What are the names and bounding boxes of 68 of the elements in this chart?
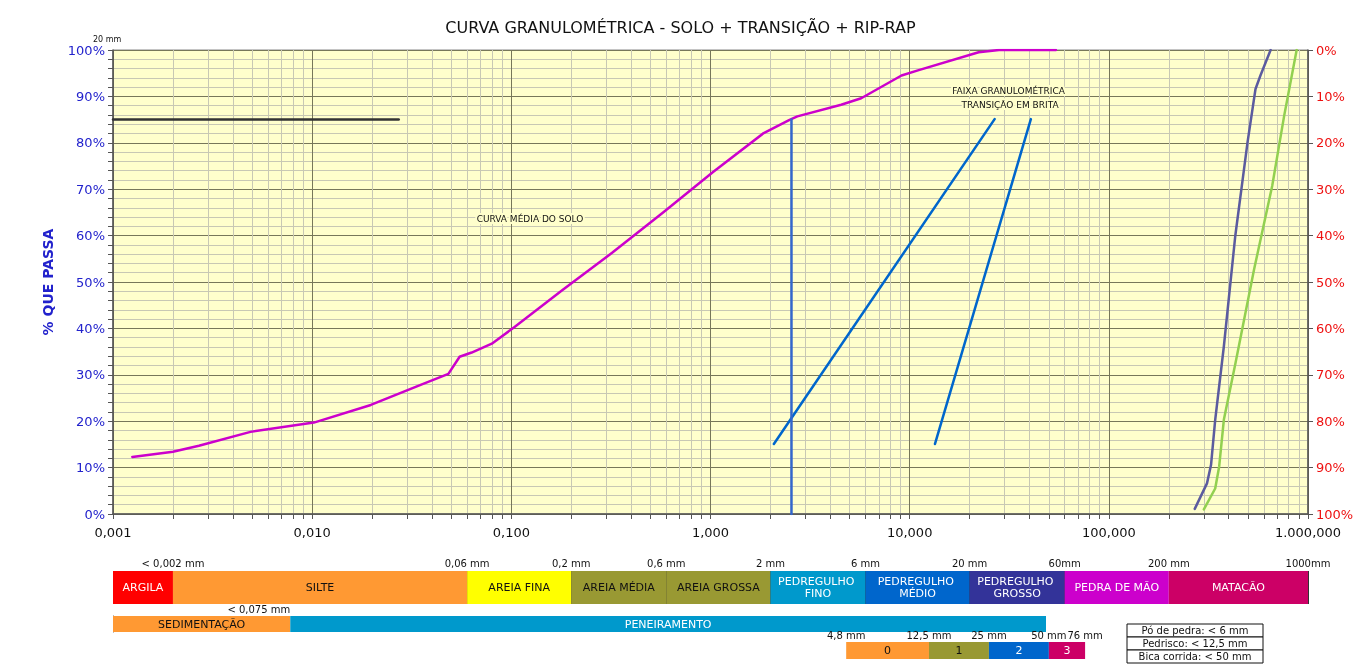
series-label: 3: [1063, 644, 1071, 657]
x-tick-label: 6 mm: [850, 557, 880, 569]
y2-tick-label: 30%: [1316, 181, 1345, 197]
y2-tick-label: 50%: [1316, 274, 1345, 290]
x-tick-label: < 0,002 mm: [141, 557, 205, 569]
x-tick-label: 20 mm: [951, 557, 988, 569]
x-tick-label: 100,000: [1081, 525, 1136, 540]
series-label: 2: [1015, 644, 1023, 657]
series-label: AREIA GROSSA: [676, 581, 761, 594]
series-label: SILTE: [305, 581, 335, 594]
y-tick-label: 0%: [84, 506, 105, 522]
series-label: PEDRA DE MÃO: [1074, 581, 1160, 594]
annotation: Pedrisco: < 12,5 mm: [1142, 638, 1248, 649]
series-label: PEDREGULHO GROSSO: [977, 575, 1058, 600]
series-label: AREIA FINA: [488, 581, 551, 594]
x-tick-label: 1.000,000: [1274, 525, 1342, 540]
x-tick-label: 4,8 mm: [826, 629, 866, 641]
x-tick-label: 1000mm: [1285, 557, 1331, 569]
annotation: Pó de pedra: < 6 mm: [1141, 625, 1249, 636]
series-label: ARGILA: [122, 581, 164, 594]
x-tick-label: 12,5 mm: [906, 629, 952, 641]
y-axis-title: % QUE PASSA: [40, 228, 56, 336]
series-label: PENEIRAMENTO: [624, 617, 712, 631]
series-label: PEDREGULHO MÉDIO: [877, 575, 958, 600]
series-label: SEDIMENTAÇÃO: [158, 617, 246, 631]
series-label: 1: [955, 644, 963, 657]
series-label: 0: [884, 644, 892, 657]
y2-tick-label: 80%: [1316, 413, 1345, 429]
y-tick-label: 60%: [76, 228, 105, 244]
y2-tick-label: 60%: [1316, 320, 1345, 336]
x-tick-label: 0,2 mm: [552, 557, 591, 569]
x-tick-label: 0,001: [94, 525, 132, 540]
y-tick-label: 70%: [76, 181, 105, 197]
x-tick-label: 1,000: [691, 525, 730, 540]
chart-subtitle: 20 mm: [93, 34, 122, 44]
y-tick-label: 40%: [76, 320, 105, 336]
y2-tick-label: 100%: [1316, 506, 1354, 522]
x-tick-label: 25 mm: [971, 629, 1007, 641]
y2-tick-label: 40%: [1316, 228, 1345, 244]
x-tick-label: 0,6 mm: [647, 557, 686, 569]
x-tick-label: 50 mm: [1031, 629, 1067, 641]
series-label: PEDREGULHO FINO: [778, 575, 858, 600]
x-tick-label: 200 mm: [1147, 557, 1190, 569]
y2-tick-label: 70%: [1316, 367, 1345, 383]
x-tick-label: 0,100: [492, 525, 530, 540]
x-tick-label: 0,06 mm: [444, 557, 490, 569]
y2-tick-label: 20%: [1316, 135, 1345, 151]
annotation: < 0,075 mm: [227, 603, 291, 615]
series-label: MATACÃO: [1211, 581, 1266, 594]
x-tick-label: 2 mm: [755, 557, 785, 569]
y-tick-label: 100%: [67, 42, 105, 58]
annotation: FAIXA GRANULOMÉTRICA TRANSIÇÃO EM BRITA: [952, 85, 1068, 110]
y-tick-label: 10%: [76, 460, 105, 476]
x-tick-label: 0,010: [293, 525, 331, 540]
y2-tick-label: 0%: [1316, 42, 1337, 58]
annotation: Bica corrida: < 50 mm: [1138, 651, 1252, 662]
y2-tick-label: 10%: [1316, 88, 1345, 104]
series-label: AREIA MÉDIA: [582, 581, 656, 594]
y-tick-label: 20%: [76, 413, 105, 429]
chart-title: CURVA GRANULOMÉTRICA - SOLO + TRANSIÇÃO + RIP-RAP: [445, 17, 917, 37]
y2-tick-label: 90%: [1316, 460, 1345, 476]
y-tick-label: 30%: [76, 367, 105, 383]
x-tick-label: 76 mm: [1067, 629, 1103, 641]
y-tick-label: 90%: [76, 88, 105, 104]
y-tick-label: 80%: [76, 135, 105, 151]
x-tick-label: 60mm: [1048, 557, 1081, 569]
x-tick-label: 10,000: [886, 525, 933, 540]
y-tick-label: 50%: [76, 274, 105, 290]
